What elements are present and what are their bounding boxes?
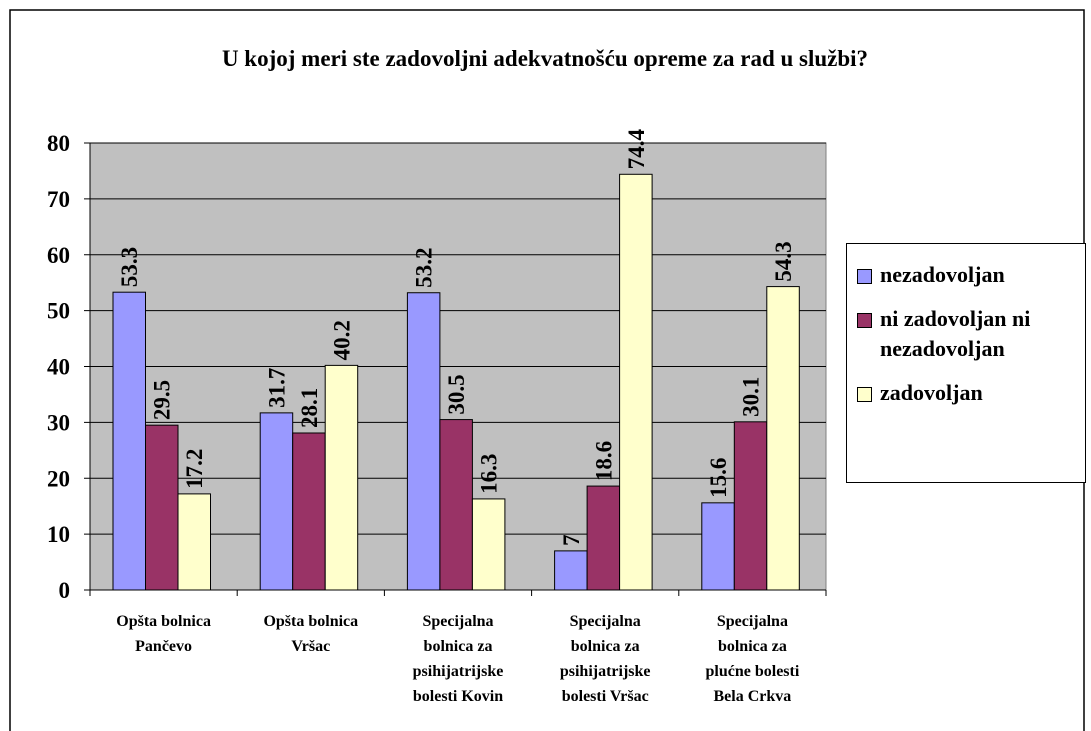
- bar: [259, 412, 294, 591]
- x-tick-label: Vršac: [291, 638, 330, 655]
- value-label: 53.3: [117, 247, 142, 287]
- x-tick-label: Specijalna: [717, 613, 788, 630]
- x-tick-label: bolnica za: [571, 638, 640, 655]
- bar: [471, 498, 506, 591]
- bar: [733, 421, 768, 591]
- value-label: 7: [559, 534, 584, 546]
- x-tick-label: Specijalna: [422, 613, 493, 630]
- value-label: 28.1: [297, 388, 322, 428]
- x-tick-label: psihijatrijske: [560, 663, 651, 680]
- x-tick-label: Pančevo: [135, 638, 192, 655]
- x-tick-label: Opšta bolnica: [116, 613, 211, 630]
- bar: [177, 493, 211, 591]
- x-tick-label: bolnica za: [718, 638, 787, 655]
- legend-label: nezadovoljan: [880, 262, 1005, 287]
- x-tick-label: bolnica za: [424, 638, 493, 655]
- y-tick-label: 30: [47, 410, 70, 435]
- value-label: 16.3: [477, 454, 502, 494]
- x-tick-label: Opšta bolnica: [263, 613, 358, 630]
- y-tick-label: 50: [47, 299, 70, 324]
- legend-swatch: [857, 313, 872, 328]
- x-tick-label: Specijalna: [570, 613, 641, 630]
- legend-swatch: [857, 387, 872, 402]
- y-tick-label: 10: [47, 522, 70, 547]
- bar: [701, 502, 735, 591]
- y-tick-label: 80: [47, 131, 70, 156]
- value-label: 29.5: [150, 380, 175, 420]
- bar: [112, 291, 146, 591]
- legend: nezadovoljan ni zadovoljan ni nezadovolja…: [846, 243, 1086, 483]
- x-tick-label: bolesti Kovin: [413, 688, 503, 705]
- chart-title: U kojoj meri ste zadovoljni adekvatnošću…: [222, 46, 868, 71]
- bar: [292, 432, 326, 591]
- bar: [324, 364, 359, 591]
- value-label: 54.3: [771, 241, 796, 281]
- legend-swatch: [857, 269, 872, 284]
- x-tick-label: psihijatrijske: [413, 663, 504, 680]
- value-label: 15.6: [706, 458, 731, 498]
- y-tick-label: 40: [47, 355, 70, 380]
- y-tick-label: 70: [47, 187, 70, 212]
- y-tick-label: 60: [47, 243, 70, 268]
- value-label: 30.1: [739, 377, 764, 417]
- x-tick-label: plućne bolesti: [706, 663, 800, 680]
- legend-item: zadovoljan: [853, 378, 1079, 408]
- legend-item: ni zadovoljan ni nezadovoljan: [853, 304, 1079, 364]
- x-tick-label: bolesti Vršac: [562, 688, 649, 705]
- value-label: 18.6: [591, 441, 616, 481]
- value-label: 17.2: [182, 449, 207, 489]
- value-label: 30.5: [444, 374, 469, 414]
- legend-item: nezadovoljan: [853, 260, 1079, 290]
- bar: [619, 173, 653, 591]
- bar: [586, 485, 621, 591]
- value-label: 53.2: [412, 247, 437, 287]
- bar: [766, 286, 800, 591]
- bar: [145, 424, 179, 591]
- value-label: 40.2: [329, 320, 354, 360]
- bar: [406, 292, 441, 591]
- y-tick-label: 20: [47, 466, 70, 491]
- y-tick-label: 0: [59, 578, 71, 603]
- x-tick-label: Bela Crkva: [714, 688, 792, 705]
- value-label: 74.4: [624, 129, 649, 170]
- bar: [554, 550, 588, 591]
- value-label: 31.7: [264, 368, 289, 408]
- bar: [439, 419, 473, 591]
- legend-label: ni zadovoljan ni nezadovoljan: [880, 306, 1031, 361]
- legend-label: zadovoljan: [880, 380, 983, 405]
